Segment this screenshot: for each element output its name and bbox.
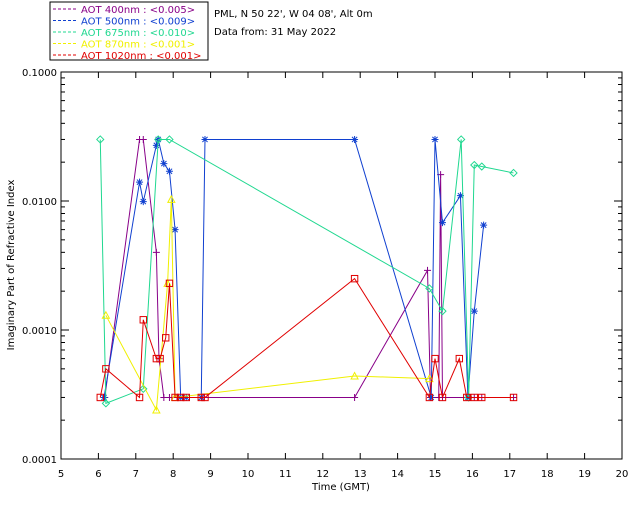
- data-point: [162, 334, 170, 342]
- data-point: [480, 221, 488, 229]
- data-point: [477, 162, 486, 171]
- x-tick-label: 14: [391, 469, 404, 480]
- data-point: [197, 393, 205, 402]
- series-line: [99, 138, 514, 405]
- x-tick-label: 5: [58, 469, 64, 480]
- y-axis: 0.0001 0.0010 0.0100 0.1000: [22, 68, 622, 466]
- plot-frame: [60, 71, 623, 460]
- info-line-location: PML, N 50 22', W 04 08', Alt 0m: [214, 9, 373, 20]
- legend-entry: AOT 500nm : <0.009>: [81, 17, 195, 28]
- data-point: [509, 168, 518, 178]
- data-point: [101, 399, 111, 408]
- x-tick-label: 18: [541, 469, 554, 480]
- data-point: [171, 226, 179, 234]
- x-tick-label: 11: [279, 469, 292, 480]
- data-point: [152, 354, 161, 363]
- series-line: [104, 138, 514, 398]
- x-axis: 5 6 7 8 9 10 11 12 13 14 15 16 17 18 19 20: [58, 72, 629, 480]
- x-tick-label: 20: [616, 469, 629, 480]
- data-point: [470, 393, 478, 402]
- data-point: [152, 248, 160, 256]
- data-point: [156, 354, 164, 363]
- data-point: [425, 393, 434, 402]
- data-point: [456, 192, 464, 200]
- x-tick-label: 19: [578, 469, 591, 480]
- data-point: [201, 393, 209, 402]
- data-point: [350, 274, 359, 283]
- data-point: [135, 393, 144, 402]
- y-axis-label: Imaginary Part of Refractive Index: [6, 180, 17, 351]
- data-point: [139, 384, 148, 394]
- data-point: [425, 284, 434, 293]
- data-point: [350, 371, 359, 380]
- data-point: [165, 167, 173, 175]
- data-point: [166, 194, 176, 203]
- x-tick-label: 12: [316, 469, 329, 480]
- x-tick-label: 6: [95, 469, 101, 480]
- info-line-date: Data from: 31 May 2022: [214, 27, 336, 38]
- legend-box: [49, 1, 209, 61]
- legend: AOT 400nm : <0.005>AOT 500nm : <0.009>AO…: [53, 5, 201, 62]
- data-point: [96, 135, 105, 144]
- data-point: [351, 393, 359, 401]
- series-4: [96, 274, 518, 402]
- x-tick-label: 13: [354, 469, 367, 480]
- x-tick-label: 8: [170, 469, 176, 480]
- y-tick-label: 0.0010: [22, 326, 57, 337]
- data-point: [139, 198, 147, 206]
- data-point: [102, 365, 110, 373]
- data-point: [201, 135, 209, 143]
- y-tick-label: 0.1000: [22, 68, 57, 79]
- series-3: [101, 194, 434, 414]
- data-point: [438, 219, 446, 227]
- data-point: [139, 135, 147, 143]
- x-axis-label: Time (GMT): [311, 482, 370, 493]
- legend-entry: AOT 675nm : <0.010>: [81, 28, 195, 39]
- data-point: [424, 266, 432, 274]
- data-point: [463, 393, 471, 402]
- data-point: [438, 393, 447, 402]
- legend-entry: AOT 1020nm : <0.001>: [81, 51, 201, 62]
- legend-entry: AOT 870nm : <0.001>: [81, 40, 195, 51]
- x-tick-label: 15: [429, 469, 442, 480]
- y-tick-label: 0.0001: [22, 455, 57, 466]
- x-tick-label: 7: [133, 469, 139, 480]
- series-layer: [96, 135, 518, 414]
- data-point: [431, 354, 439, 363]
- data-point: [165, 135, 174, 144]
- data-point: [182, 393, 190, 402]
- legend-entry: AOT 400nm : <0.005>: [81, 5, 195, 16]
- data-point: [139, 316, 147, 324]
- data-point: [96, 393, 104, 402]
- x-tick-label: 17: [503, 469, 516, 480]
- data-point: [509, 393, 518, 402]
- data-point: [154, 135, 163, 144]
- data-point: [160, 160, 168, 168]
- data-point: [136, 178, 144, 186]
- series-line: [105, 199, 430, 412]
- data-point: [351, 135, 359, 143]
- y-tick-label: 0.0100: [22, 197, 57, 208]
- data-point: [431, 135, 439, 143]
- data-point: [455, 354, 464, 363]
- data-point: [438, 306, 447, 316]
- data-point: [152, 141, 160, 149]
- data-point: [101, 310, 111, 319]
- data-point: [176, 393, 185, 402]
- data-point: [427, 393, 435, 401]
- data-point: [171, 393, 179, 402]
- series-line: [99, 277, 514, 400]
- data-point: [425, 374, 434, 383]
- data-point: [470, 160, 479, 170]
- x-tick-label: 9: [207, 469, 213, 480]
- x-tick-label: 16: [466, 469, 479, 480]
- data-point: [165, 279, 174, 288]
- data-point: [456, 135, 466, 144]
- data-point: [470, 307, 478, 315]
- data-point: [478, 393, 486, 402]
- x-tick-label: 10: [242, 469, 255, 480]
- data-point: [100, 393, 108, 401]
- data-point: [152, 405, 161, 414]
